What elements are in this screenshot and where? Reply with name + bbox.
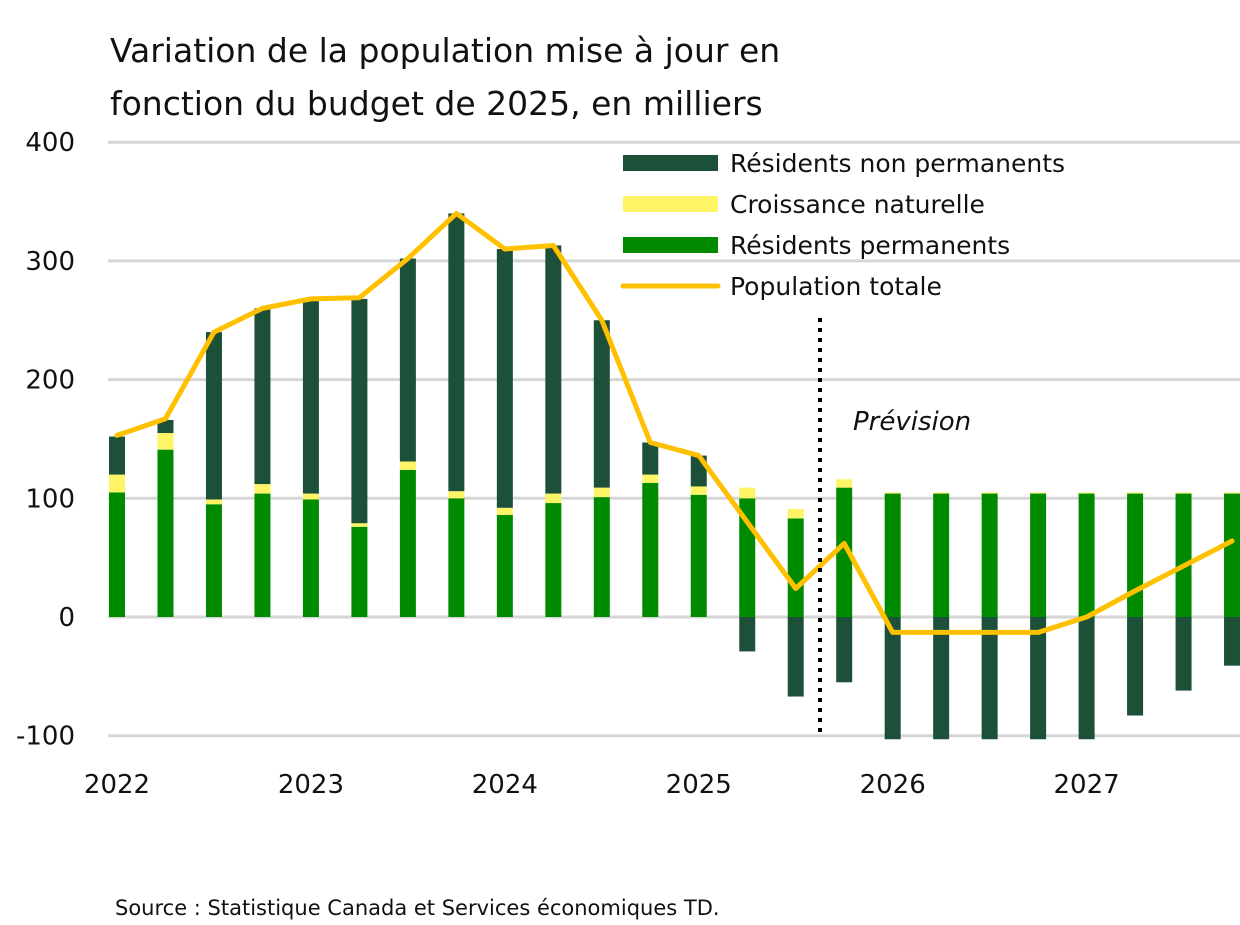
bar-croissance-naturelle xyxy=(884,492,901,494)
x-tick-label: 2025 xyxy=(666,770,732,800)
bar-croissance-naturelle xyxy=(496,507,513,515)
forecast-annotation: Prévision xyxy=(853,407,971,437)
bar-croissance-naturelle xyxy=(545,493,562,504)
bar-résidents-permanents xyxy=(1127,493,1144,617)
bar-résidents-non-permanents xyxy=(836,617,853,683)
bar-résidents-non-permanents xyxy=(399,258,416,462)
y-tick-label: -100 xyxy=(16,722,75,752)
bar-résidents-permanents xyxy=(1175,493,1192,617)
bar-croissance-naturelle xyxy=(254,484,271,494)
x-tick-label: 2023 xyxy=(278,770,344,800)
bar-croissance-naturelle xyxy=(593,487,610,498)
bar-résidents-permanents xyxy=(545,503,562,617)
bar-croissance-naturelle xyxy=(1224,492,1240,494)
bar-résidents-non-permanents xyxy=(157,419,174,434)
bar-résidents-permanents xyxy=(981,493,998,617)
bar-résidents-permanents xyxy=(205,504,222,617)
legend-swatch xyxy=(623,237,718,253)
bar-résidents-non-permanents xyxy=(787,617,804,697)
bar-croissance-naturelle xyxy=(836,479,853,488)
bar-résidents-non-permanents xyxy=(496,249,513,508)
legend-label: Population totale xyxy=(730,272,942,301)
bar-croissance-naturelle xyxy=(157,433,174,450)
bar-résidents-permanents xyxy=(642,482,659,617)
bar-résidents-non-permanents xyxy=(593,320,610,488)
bar-croissance-naturelle xyxy=(642,474,659,483)
bar-résidents-non-permanents xyxy=(1030,617,1047,740)
y-tick-label: 0 xyxy=(58,603,75,633)
bar-résidents-permanents xyxy=(496,514,513,617)
x-tick-label: 2022 xyxy=(84,770,150,800)
bar-résidents-non-permanents xyxy=(1224,617,1240,666)
bar-résidents-non-permanents xyxy=(1175,617,1192,691)
bar-résidents-non-permanents xyxy=(739,617,756,652)
bar-croissance-naturelle xyxy=(351,523,368,527)
y-tick-label: 300 xyxy=(25,247,75,277)
bar-résidents-non-permanents xyxy=(981,617,998,740)
bar-croissance-naturelle xyxy=(1127,492,1144,494)
x-tick-label: 2027 xyxy=(1054,770,1120,800)
bar-croissance-naturelle xyxy=(739,487,756,499)
bar-résidents-non-permanents xyxy=(351,298,368,524)
bar-résidents-permanents xyxy=(399,469,416,617)
bar-résidents-permanents xyxy=(302,499,319,617)
legend-swatch xyxy=(623,155,718,171)
bar-croissance-naturelle xyxy=(109,474,125,493)
bar-résidents-non-permanents xyxy=(642,442,659,475)
bar-croissance-naturelle xyxy=(933,492,950,494)
bar-résidents-non-permanents xyxy=(884,617,901,740)
bar-résidents-permanents xyxy=(351,526,368,617)
bar-résidents-permanents xyxy=(836,487,853,617)
bar-résidents-non-permanents xyxy=(205,332,222,500)
x-tick-label: 2024 xyxy=(472,770,538,800)
bar-résidents-permanents xyxy=(1078,493,1095,617)
bar-croissance-naturelle xyxy=(399,461,416,470)
bar-résidents-permanents xyxy=(933,493,950,617)
legend-label: Croissance naturelle xyxy=(730,190,985,219)
bar-croissance-naturelle xyxy=(1078,492,1095,494)
bar-résidents-permanents xyxy=(109,492,125,617)
legend-label: Résidents permanents xyxy=(730,231,1010,260)
legend-swatch xyxy=(623,196,718,212)
bar-croissance-naturelle xyxy=(448,491,465,499)
bar-résidents-permanents xyxy=(690,494,707,617)
bar-résidents-permanents xyxy=(787,518,804,617)
bar-croissance-naturelle xyxy=(1175,492,1192,494)
bar-résidents-permanents xyxy=(1224,493,1240,617)
bar-résidents-non-permanents xyxy=(109,436,125,475)
y-tick-label: 200 xyxy=(25,366,75,396)
bar-résidents-permanents xyxy=(1030,493,1047,617)
legend-label: Résidents non permanents xyxy=(730,149,1065,178)
bar-résidents-non-permanents xyxy=(448,213,465,492)
line-population-totale xyxy=(114,210,1235,635)
bar-résidents-non-permanents xyxy=(302,298,319,494)
bar-résidents-non-permanents xyxy=(545,245,562,494)
bar-croissance-naturelle xyxy=(205,499,222,505)
bar-croissance-naturelle xyxy=(1030,492,1047,494)
chart-title-line-2: fonction du budget de 2025, en milliers xyxy=(110,84,763,123)
bar-résidents-permanents xyxy=(157,449,174,617)
x-tick-label: 2026 xyxy=(860,770,926,800)
chart-title-line-1: Variation de la population mise à jour e… xyxy=(110,31,780,70)
bar-croissance-naturelle xyxy=(787,508,804,519)
source-note: Source : Statistique Canada et Services … xyxy=(115,896,720,920)
bar-résidents-non-permanents xyxy=(1078,617,1095,740)
bar-croissance-naturelle xyxy=(302,493,319,500)
y-tick-label: 400 xyxy=(25,128,75,158)
bar-résidents-non-permanents xyxy=(1127,617,1144,716)
bar-résidents-permanents xyxy=(448,498,465,617)
bar-croissance-naturelle xyxy=(690,486,707,495)
bar-résidents-non-permanents xyxy=(254,308,271,485)
bar-croissance-naturelle xyxy=(981,492,998,494)
bar-résidents-non-permanents xyxy=(933,617,950,740)
bar-résidents-permanents xyxy=(593,497,610,617)
bar-résidents-permanents xyxy=(884,493,901,617)
y-tick-label: 100 xyxy=(25,484,75,514)
bar-résidents-permanents xyxy=(254,493,271,617)
